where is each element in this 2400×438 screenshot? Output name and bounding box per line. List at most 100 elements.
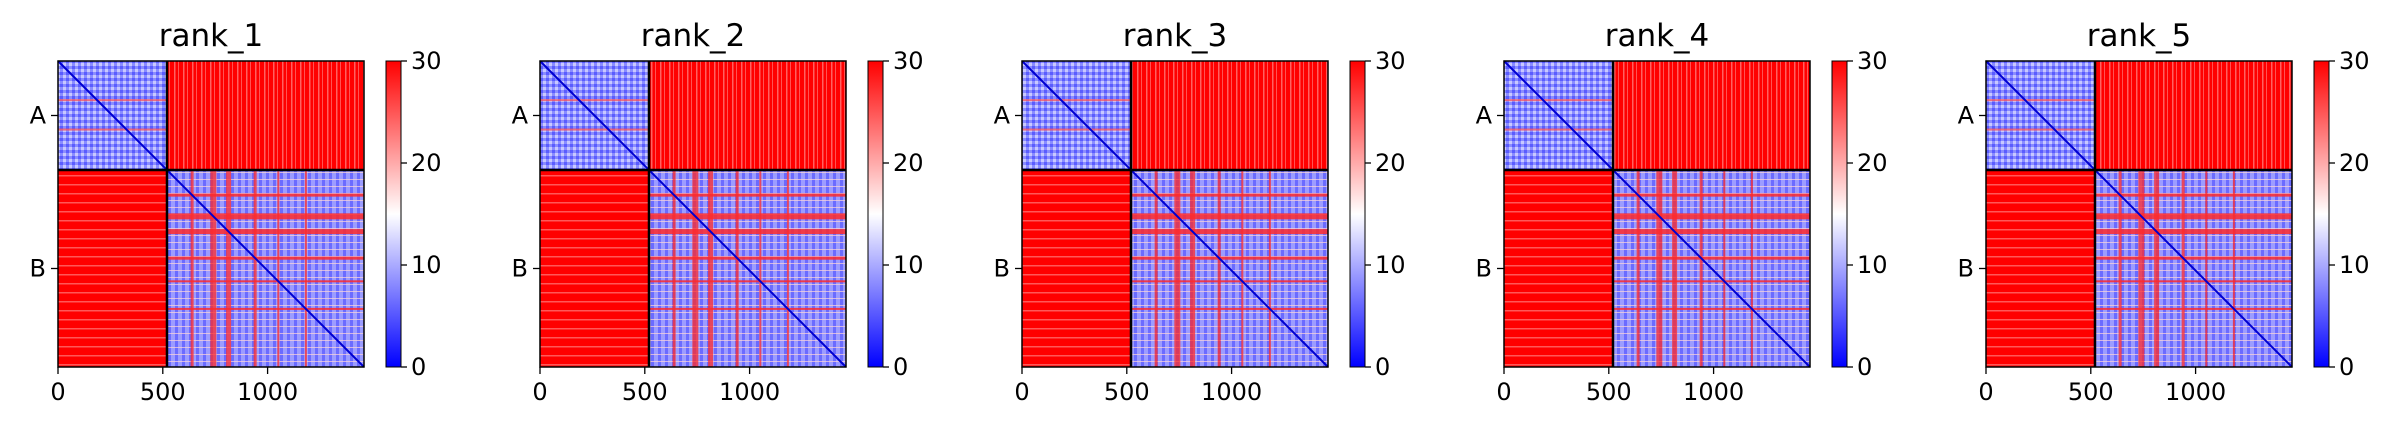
heatmap-streak-row [1130, 256, 1328, 260]
heatmap-streak-col [277, 169, 280, 367]
x-tick-label: 500 [140, 378, 186, 406]
heatmap-block-ba [58, 169, 167, 367]
heatmap-streak-row [1612, 193, 1810, 197]
heatmap-streak-col [2138, 169, 2145, 367]
colorbar-tick-label: 10 [1375, 251, 1406, 279]
x-tick-label: 1000 [237, 378, 298, 406]
x-tick-label: 1000 [1201, 378, 1262, 406]
heatmap-streak-row [2094, 307, 2292, 310]
panel-title: rank_2 [641, 18, 746, 54]
heatmap-streak-col [2232, 169, 2235, 367]
heatmap-streak-col [786, 169, 789, 367]
heatmap-streak-row [648, 213, 846, 220]
heatmap-streak-row [1504, 128, 1613, 131]
heatmap-streak-col [1154, 169, 1158, 367]
heatmap-block-ba [1022, 169, 1131, 367]
heatmap-block-ab [648, 61, 846, 170]
heatmap-streak-col [1217, 169, 1221, 367]
colorbar-tick-label: 0 [893, 353, 908, 381]
heatmap-block-ab [166, 61, 364, 170]
colorbar-tick-label: 20 [1375, 149, 1406, 177]
x-tick-label: 500 [622, 378, 668, 406]
colorbar-tick-label: 10 [1857, 251, 1888, 279]
x-tick-label: 0 [1496, 378, 1511, 406]
colorbar-tick-label: 20 [2339, 149, 2370, 177]
panel-title: rank_1 [159, 18, 264, 54]
heatmap-frame [1021, 60, 1329, 368]
heatmap-block-ab [1612, 61, 1810, 170]
heatmap-streak-col [692, 169, 699, 367]
heatmap-block-ba [1986, 169, 2095, 367]
heatmap-streak-col [735, 169, 739, 367]
heatmap-streak-row [540, 99, 649, 102]
panel-title: rank_4 [1605, 18, 1710, 54]
colorbar-tick-label: 0 [1857, 353, 1872, 381]
heatmap-frame [57, 60, 365, 368]
heatmap-panel-4: rank_4 0 500 1000 A B 0 10 20 30 [1476, 18, 1888, 406]
heatmap-streak-col [226, 169, 232, 367]
heatmap-streak-col [1190, 169, 1196, 367]
chain-label: A [1476, 101, 1493, 129]
heatmap-streak-col [1672, 169, 1678, 367]
x-tick-label: 1000 [1683, 378, 1744, 406]
colorbar-tick-label: 20 [893, 149, 924, 177]
heatmap-streak-row [1130, 229, 1328, 235]
heatmap-streak-row [1986, 128, 2095, 131]
colorbar-tick-label: 0 [1375, 353, 1390, 381]
colorbar-tick-label: 0 [411, 353, 426, 381]
colorbar [1349, 60, 1366, 368]
heatmap-streak-col [1656, 169, 1663, 367]
heatmap-streak-row [1504, 99, 1613, 102]
heatmap-diagonal [57, 60, 365, 368]
heatmap-diagonal [1503, 60, 1811, 368]
heatmap-frame [1985, 60, 2293, 368]
colorbar-tick-label: 30 [2339, 47, 2370, 75]
chain-label: A [994, 101, 1011, 129]
heatmap-streak-col [1636, 169, 1640, 367]
heatmap-streak-col [1699, 169, 1703, 367]
heatmap-streak-col [1268, 169, 1271, 367]
heatmap-streak-col [304, 169, 307, 367]
heatmap-streak-row [166, 307, 364, 310]
chain-label: A [1958, 101, 1975, 129]
heatmap-streak-row [166, 280, 364, 283]
x-tick-label: 0 [532, 378, 547, 406]
heatmap-streak-row [166, 213, 364, 220]
heatmap-block-ba [540, 169, 649, 367]
heatmap-streak-row [1130, 213, 1328, 220]
heatmap-streak-row [166, 256, 364, 260]
chain-label: B [994, 254, 1010, 282]
heatmap-panel-3: rank_3 0 500 1000 A B 0 10 20 30 [994, 18, 1406, 406]
heatmap-diagonal [539, 60, 847, 368]
x-tick-label: 500 [2068, 378, 2114, 406]
x-tick-label: 1000 [719, 378, 780, 406]
heatmap-streak-row [2094, 213, 2292, 220]
heatmap-panel-5: rank_5 0 500 1000 A B 0 10 20 30 [1958, 18, 2370, 406]
heatmap-streak-col [210, 169, 217, 367]
heatmap-streak-row [2094, 280, 2292, 283]
heatmap-diagonal [1985, 60, 2293, 368]
heatmap-streak-row [1612, 307, 1810, 310]
colorbar-tick-label: 10 [411, 251, 442, 279]
heatmap-streak-col [1174, 169, 1181, 367]
heatmap-block-ab [1130, 61, 1328, 170]
chain-label: B [30, 254, 46, 282]
heatmap-streak-row [1612, 213, 1810, 220]
heatmap-streak-col [253, 169, 257, 367]
panel-title: rank_3 [1123, 18, 1228, 54]
heatmap-streak-row [540, 128, 649, 131]
heatmap-streak-row [58, 99, 167, 102]
colorbar-tick-label: 10 [893, 251, 924, 279]
heatmap-streak-row [1022, 128, 1131, 131]
colorbar [385, 60, 402, 368]
heatmap-streak-row [1022, 99, 1131, 102]
chain-label: A [30, 101, 47, 129]
heatmap-streak-row [1986, 99, 2095, 102]
heatmap-frame [539, 60, 847, 368]
heatmap-streak-row [2094, 256, 2292, 260]
colorbar-tick-label: 30 [1375, 47, 1406, 75]
heatmap-streak-row [2094, 229, 2292, 235]
heatmap-streak-row [1130, 307, 1328, 310]
x-tick-label: 0 [1014, 378, 1029, 406]
